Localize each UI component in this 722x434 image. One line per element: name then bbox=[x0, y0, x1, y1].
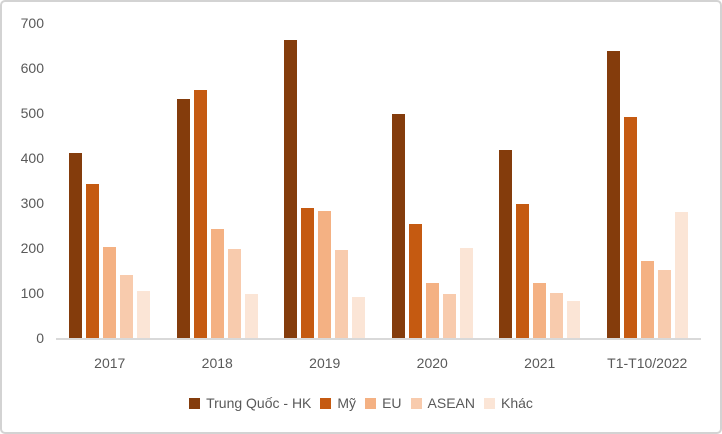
legend-label: Mỹ bbox=[337, 395, 357, 411]
bar-series-3 bbox=[442, 294, 456, 338]
x-tick-label: 2017 bbox=[94, 355, 126, 371]
bar-series-4 bbox=[137, 291, 151, 338]
legend-swatch-icon bbox=[410, 397, 422, 409]
legend-item: ASEAN bbox=[410, 395, 475, 411]
legend-label: Trung Quốc - HK bbox=[206, 395, 312, 411]
bar-series-1 bbox=[301, 208, 315, 338]
legend-swatch-icon bbox=[320, 397, 332, 409]
bar-series-0 bbox=[284, 40, 298, 338]
bar-series-1 bbox=[86, 184, 100, 338]
bar-series-3 bbox=[335, 250, 349, 338]
legend-swatch-icon bbox=[483, 397, 495, 409]
legend-swatch-icon bbox=[189, 397, 201, 409]
bar-series-2 bbox=[425, 283, 439, 338]
legend: Trung Quốc - HK Mỹ EU ASEAN Khác bbox=[2, 395, 720, 411]
x-tick-label: 2018 bbox=[201, 355, 233, 371]
bar-series-0 bbox=[499, 150, 513, 338]
bar-group bbox=[56, 2, 164, 338]
legend-item: Mỹ bbox=[320, 395, 356, 411]
bar-series-4 bbox=[459, 248, 473, 338]
bar-series-4 bbox=[244, 294, 258, 338]
bar-group bbox=[594, 2, 702, 338]
y-tick-label: 0 bbox=[36, 330, 44, 346]
bar-series-4 bbox=[352, 297, 366, 338]
x-tick-label: 2019 bbox=[309, 355, 341, 371]
bar-series-0 bbox=[69, 153, 83, 338]
legend-label: ASEAN bbox=[427, 395, 475, 411]
legend-item: Khác bbox=[483, 395, 533, 411]
bar-group bbox=[164, 2, 272, 338]
bar-group bbox=[271, 2, 379, 338]
x-tick-label: 2021 bbox=[524, 355, 556, 371]
bar-series-2 bbox=[210, 229, 224, 338]
bar-series-4 bbox=[674, 212, 688, 338]
bar-group bbox=[379, 2, 487, 338]
bar-series-2 bbox=[103, 247, 117, 338]
y-tick-label: 200 bbox=[20, 240, 44, 256]
y-tick-label: 300 bbox=[20, 195, 44, 211]
bar-series-1 bbox=[408, 224, 422, 338]
bar-series-3 bbox=[227, 249, 241, 338]
bar-series-3 bbox=[120, 275, 134, 338]
bar-series-1 bbox=[623, 117, 637, 338]
bar-series-4 bbox=[567, 301, 581, 338]
bar-group bbox=[486, 2, 594, 338]
y-tick-label: 600 bbox=[20, 60, 44, 76]
legend-item: Trung Quốc - HK bbox=[189, 395, 311, 411]
x-tick-label: T1-T10/2022 bbox=[607, 355, 688, 371]
legend-swatch-icon bbox=[365, 397, 377, 409]
bar-series-0 bbox=[176, 99, 190, 338]
legend-label: Khác bbox=[500, 395, 533, 411]
x-axis-line bbox=[56, 338, 701, 340]
x-tick-label: 2020 bbox=[416, 355, 448, 371]
bar-series-2 bbox=[533, 283, 547, 338]
y-tick-label: 400 bbox=[20, 150, 44, 166]
legend-label: EU bbox=[382, 395, 402, 411]
y-tick-label: 700 bbox=[20, 15, 44, 31]
bar-series-3 bbox=[657, 270, 671, 338]
legend-item: EU bbox=[365, 395, 402, 411]
y-tick-label: 500 bbox=[20, 105, 44, 121]
bar-series-0 bbox=[391, 114, 405, 338]
y-tick-label: 100 bbox=[20, 285, 44, 301]
bar-series-2 bbox=[640, 261, 654, 338]
bar-series-3 bbox=[550, 293, 564, 338]
bar-series-1 bbox=[516, 204, 530, 338]
bar-series-1 bbox=[193, 90, 207, 338]
bar-series-0 bbox=[606, 51, 620, 338]
bar-series-2 bbox=[318, 211, 332, 338]
